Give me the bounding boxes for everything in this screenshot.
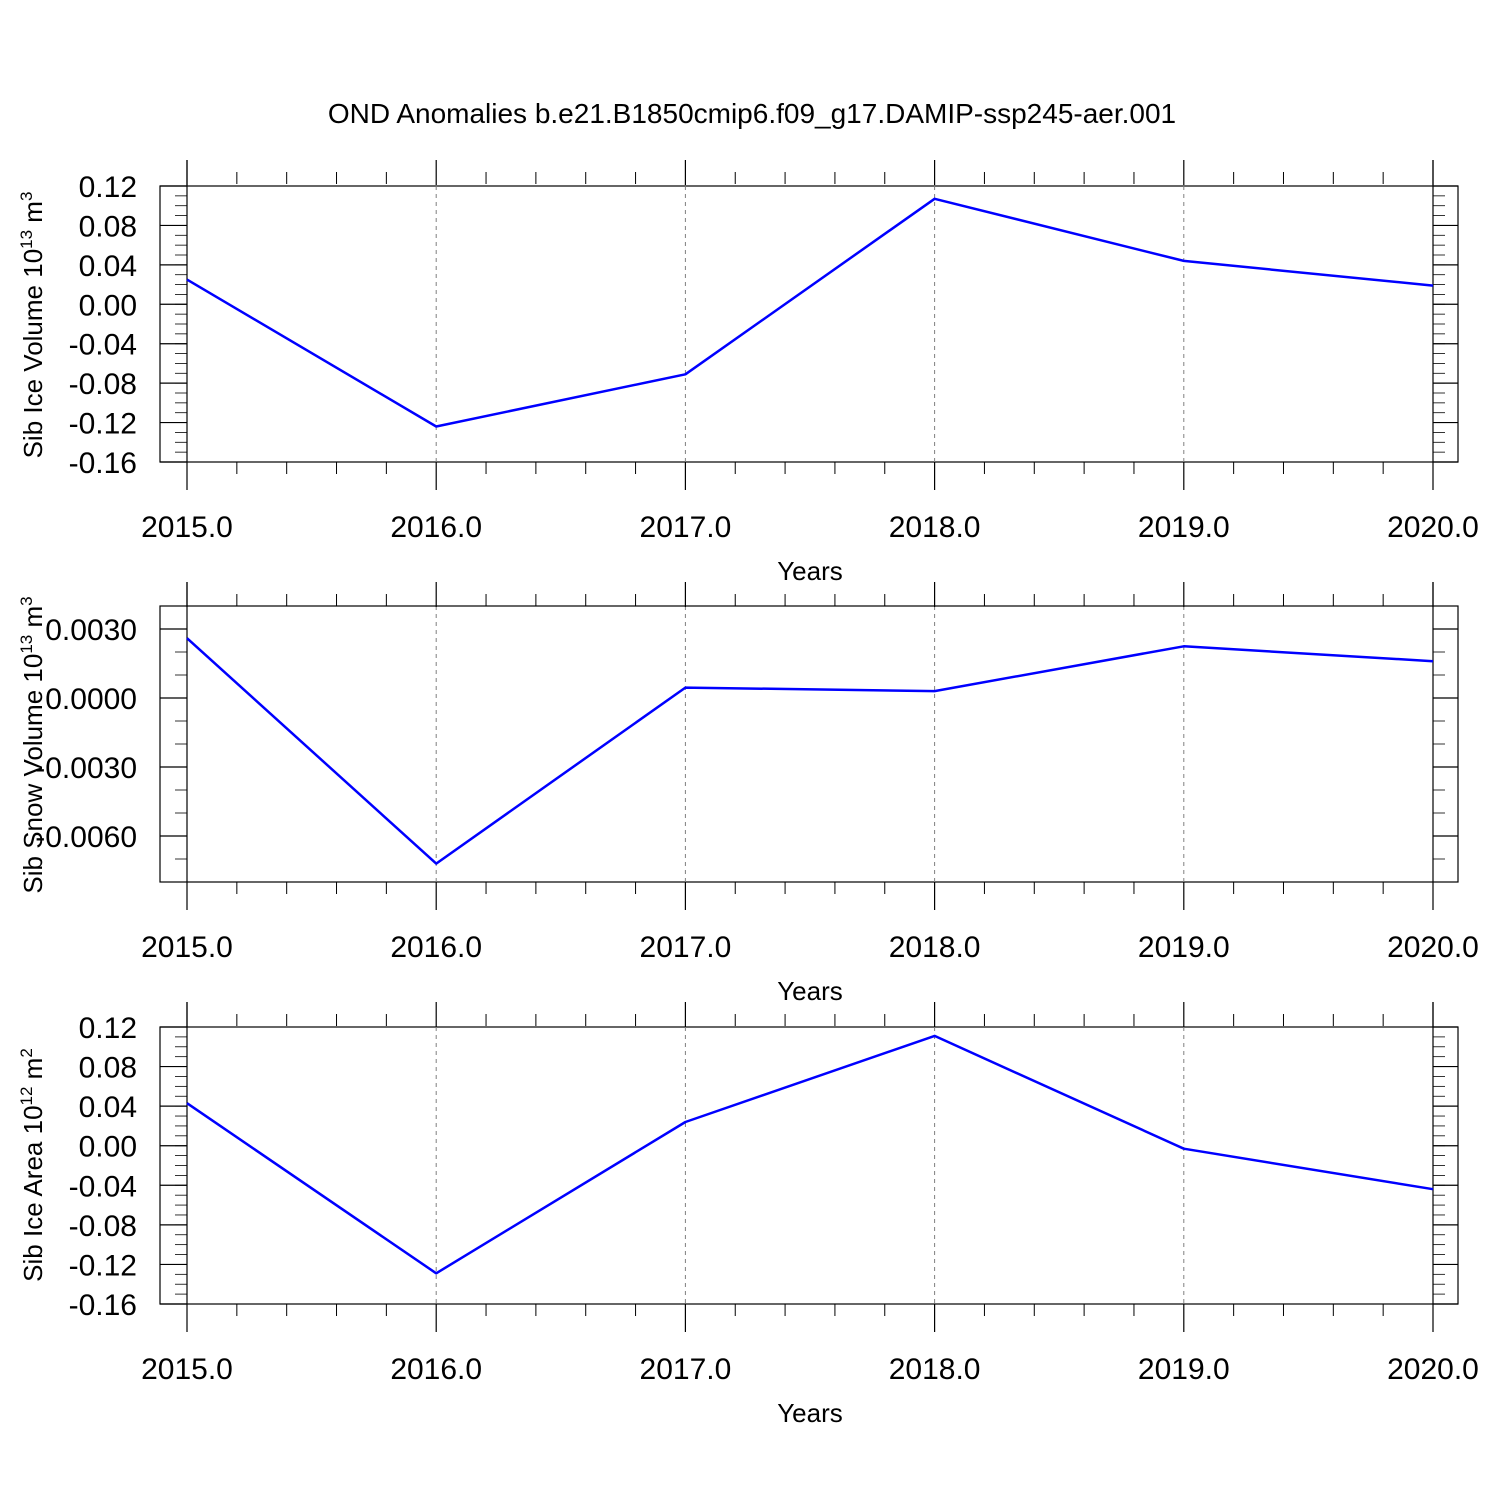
y-axis-label: Sib Ice Area 1012 m2 [17, 1048, 48, 1282]
y-tick-label: 0.12 [79, 171, 137, 204]
y-tick-label: 0.04 [79, 250, 137, 283]
y-tick-label: 0.08 [79, 1052, 137, 1085]
chart-panel-1: 2015.0 2016.0 2017.0 2018.0 2019.0 2020.0 0.12… [17, 160, 1479, 586]
y-tick-label: -0.08 [69, 368, 137, 401]
plot-frame [159, 605, 1459, 883]
series-line [186, 1034, 1434, 1275]
series-line [186, 197, 1434, 428]
y-tick-label: -0.12 [69, 408, 137, 441]
plot-frame [159, 185, 1459, 463]
x-tick-label: 2019.0 [1138, 1353, 1230, 1386]
y-tick-label: -0.0060 [35, 821, 137, 854]
series-line [186, 637, 1434, 865]
x-tick-label: 2020.0 [1387, 931, 1479, 964]
x-tick-label: 2019.0 [1138, 511, 1230, 544]
y-tick-label: 0.0030 [45, 614, 137, 647]
y-tick-label: 0.00 [79, 1131, 137, 1164]
chart-panels: 2015.0 2016.0 2017.0 2018.0 2019.0 2020.0 0.12… [17, 160, 1479, 1428]
x-axis-label: Years [777, 1398, 843, 1428]
x-tick-label: 2015.0 [141, 511, 233, 544]
y-tick-label: -0.0030 [35, 752, 137, 785]
y-tick-label: 0.0000 [45, 683, 137, 716]
y-tick-label: -0.04 [69, 329, 137, 362]
x-tick-label: 2016.0 [390, 1353, 482, 1386]
y-tick-label: -0.16 [69, 447, 137, 480]
x-tick-label: 2017.0 [640, 1353, 732, 1386]
y-axis-label: Sib Snow Volume 1013 m3 [17, 596, 48, 893]
y-tick-label: -0.04 [69, 1170, 137, 1203]
x-tick-label: 2016.0 [390, 931, 482, 964]
y-axis-label: Sib Ice Volume 1013 m3 [17, 192, 48, 459]
x-tick-label: 2017.0 [640, 511, 732, 544]
x-tick-label: 2018.0 [889, 511, 981, 544]
x-tick-label: 2017.0 [640, 931, 732, 964]
y-tick-label: 0.04 [79, 1091, 137, 1124]
x-tick-label: 2020.0 [1387, 511, 1479, 544]
x-tick-label: 2015.0 [141, 931, 233, 964]
y-tick-label: -0.12 [69, 1249, 137, 1282]
y-tick-label: 0.12 [79, 1012, 137, 1045]
x-tick-label: 2016.0 [390, 511, 482, 544]
chart-panel-3: 2015.0 2016.0 2017.0 2018.0 2019.0 2020.0 0.12… [17, 1002, 1479, 1428]
chart-title: OND Anomalies b.e21.B1850cmip6.f09_g17.D… [328, 98, 1176, 129]
y-tick-label: 0.08 [79, 210, 137, 243]
x-tick-label: 2019.0 [1138, 931, 1230, 964]
plot-frame [159, 1026, 1459, 1305]
x-axis-label: Years [777, 556, 843, 586]
y-tick-label: -0.16 [69, 1289, 137, 1322]
x-tick-label: 2018.0 [889, 1353, 981, 1386]
y-tick-label: 0.00 [79, 289, 137, 322]
chart-panel-2: 2015.0 2016.0 2017.0 2018.0 2019.0 2020.0 0.00… [17, 582, 1479, 1006]
x-tick-label: 2015.0 [141, 1353, 233, 1386]
y-tick-label: -0.08 [69, 1210, 137, 1243]
x-tick-label: 2018.0 [889, 931, 981, 964]
x-axis-label: Years [777, 976, 843, 1006]
x-tick-label: 2020.0 [1387, 1353, 1479, 1386]
